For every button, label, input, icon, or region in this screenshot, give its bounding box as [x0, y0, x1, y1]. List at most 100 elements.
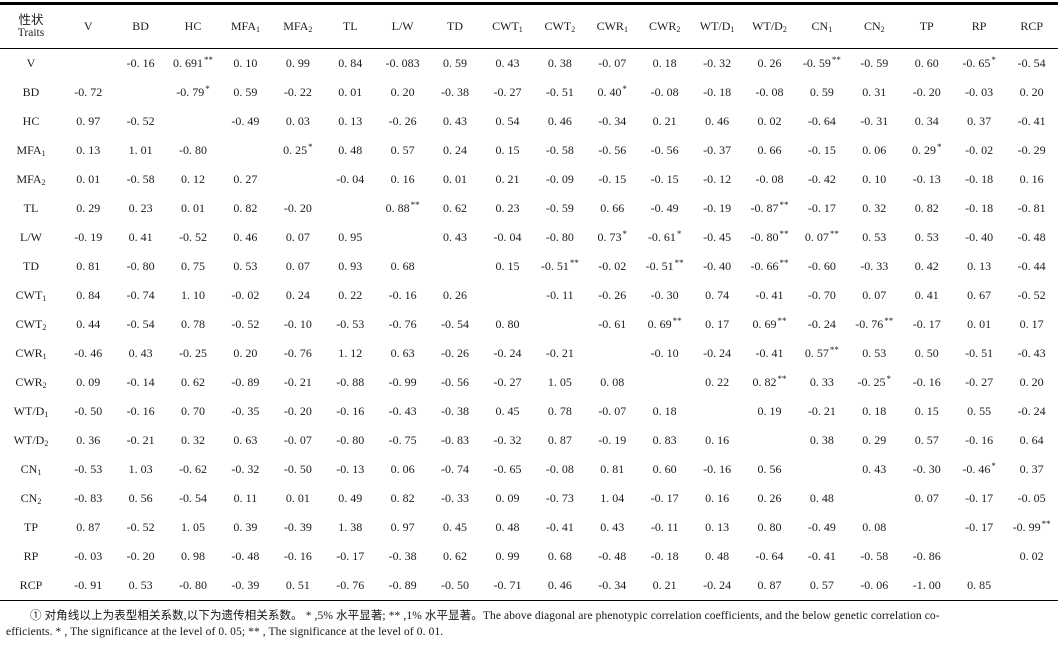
cell-wt-d-2-v: 0. 36	[76, 432, 101, 447]
cell-wt-d-2-wt-d-2	[743, 426, 795, 455]
cell-mfa-2-cwr-2: -0. 15	[650, 171, 679, 186]
correlation-table: 性状 Traits V BD HC MFA1 MFA2 TL L/W TD CWT1 CWT2 CW…	[0, 12, 1058, 601]
cell-cn-2-rcp: -0. 05	[1017, 490, 1046, 505]
cell-rp-td: 0. 62	[443, 548, 468, 563]
cell-rp-wt-d-2: -0. 64	[755, 548, 784, 563]
cell-cwr-2-td: -0. 56	[441, 374, 470, 389]
cell-cwt-2-cwt-1: 0. 80	[495, 316, 520, 331]
cell-v-rp: -0. 65*	[962, 54, 996, 70]
cell-tp-cwt-2: -0. 41	[545, 519, 574, 534]
cell-rcp-wt-d-1: -0. 24	[703, 577, 732, 592]
cell-mfa-2-cwt-2: -0. 09	[545, 171, 574, 186]
cell-tl-v: 0. 29	[76, 200, 101, 215]
cell-td-cn-2: -0. 33	[860, 258, 889, 273]
cell-wt-d-2-rcp: 0. 64	[1019, 432, 1044, 447]
cell-v-mfa-1: 0. 10	[233, 55, 258, 70]
cell-l-w-rcp: -0. 48	[1017, 229, 1046, 244]
cell-tp-rcp: -0. 99**	[1012, 518, 1051, 534]
row-label-v: V	[26, 55, 36, 70]
cell-bd-wt-d-1: -0. 18	[703, 84, 732, 99]
cell-cwr-1-l-w: 0. 63	[390, 345, 415, 360]
table-row-bd: BD -0. 72 -0. 79* 0. 59 -0. 22 0. 01 0. 20 -0. …	[0, 78, 1058, 107]
table-row-cn-1: CN1 -0. 53 1. 03 -0. 62 -0. 32 -0. 50 -0. 13 0.…	[0, 455, 1058, 484]
cell-mfa-2-cn-2: 0. 10	[862, 171, 887, 186]
cell-v-cwr-2: 0. 18	[652, 55, 677, 70]
cell-mfa-2-cwr-1: -0. 15	[598, 171, 627, 186]
cell-hc-bd: -0. 52	[126, 113, 155, 128]
cell-mfa-2-hc: 0. 12	[181, 171, 206, 186]
cell-mfa-1-tp: 0. 29*	[911, 141, 942, 157]
row-label-rcp: RCP	[19, 577, 43, 592]
cell-tl-cwt-2: -0. 59	[545, 200, 574, 215]
row-label-wt-d-2: WT/D2	[13, 432, 49, 448]
row-label-cwt-2: CWT2	[15, 316, 47, 332]
cell-rcp-hc: -0. 80	[179, 577, 208, 592]
cell-hc-tl: 0. 13	[338, 113, 363, 128]
table-row-tp: TP 0. 87 -0. 52 1. 05 0. 39 -0. 39 1. 38 0. 97 0…	[0, 513, 1058, 542]
cell-tl-mfa-1: 0. 82	[233, 200, 258, 215]
cell-cn-1-cwr-1: 0. 81	[600, 461, 625, 476]
cell-mfa-1-cwr-2: -0. 56	[650, 142, 679, 157]
cell-l-w-cn-2: 0. 53	[862, 229, 887, 244]
cell-rcp-tp: -1. 00	[912, 577, 941, 592]
cell-tp-cn-2: 0. 08	[862, 519, 887, 534]
cell-mfa-2-tl: -0. 04	[336, 171, 365, 186]
cell-hc-cwr-2: 0. 21	[652, 113, 677, 128]
cell-bd-rcp: 0. 20	[1019, 84, 1044, 99]
cell-wt-d-1-bd: -0. 16	[126, 403, 155, 418]
cell-hc-mfa-2: 0. 03	[285, 113, 310, 128]
column-header-bd: BD	[114, 12, 167, 49]
cell-mfa-2-mfa-2	[272, 165, 324, 194]
cell-cwt-2-cwr-1: -0. 61	[598, 316, 627, 331]
cell-v-wt-d-1: -0. 32	[703, 55, 732, 70]
cell-mfa-1-cwt-1: 0. 15	[495, 142, 520, 157]
cell-mfa-1-rcp: -0. 29	[1017, 142, 1046, 157]
cell-hc-wt-d-2: 0. 02	[757, 113, 782, 128]
cell-tp-tp	[901, 513, 953, 542]
cell-wt-d-1-rcp: -0. 24	[1017, 403, 1046, 418]
cell-rp-mfa-1: -0. 48	[231, 548, 260, 563]
cell-l-w-wt-d-1: -0. 45	[703, 229, 732, 244]
column-header-v: V	[62, 12, 115, 49]
table-row-l-w: L/W -0. 19 0. 41 -0. 52 0. 46 0. 07 0. 95 0. 43…	[0, 223, 1058, 252]
cell-cwr-1-cwt-1: -0. 24	[493, 345, 522, 360]
cell-td-rcp: -0. 44	[1017, 258, 1046, 273]
cell-bd-tl: 0. 01	[338, 84, 363, 99]
cell-tp-td: 0. 45	[443, 519, 468, 534]
column-header-cn-2: CN2	[848, 12, 901, 49]
cell-td-hc: 0. 75	[181, 258, 206, 273]
table-top-rule	[0, 2, 1058, 5]
cell-cwr-1-cn-2: 0. 53	[862, 345, 887, 360]
cell-v-td: 0. 59	[443, 55, 468, 70]
cell-cwr-1-tl: 1. 12	[338, 345, 363, 360]
cell-rcp-cwr-2: 0. 21	[652, 577, 677, 592]
table-row-mfa-2: MFA2 0. 01 -0. 58 0. 12 0. 27 -0. 04 0. 16 0. 0…	[0, 165, 1058, 194]
cell-tl-mfa-2: -0. 20	[283, 200, 312, 215]
cell-cn-1-wt-d-1: -0. 16	[703, 461, 732, 476]
cell-l-w-rp: -0. 40	[965, 229, 994, 244]
cell-rp-l-w: -0. 38	[388, 548, 417, 563]
cell-v-cwt-2: 0. 38	[547, 55, 572, 70]
cell-cwr-2-cn-2: -0. 25*	[857, 373, 892, 389]
cell-hc-v: 0. 97	[76, 113, 101, 128]
cell-wt-d-2-cn-1: 0. 38	[809, 432, 834, 447]
cell-wt-d-2-cwr-1: -0. 19	[598, 432, 627, 447]
cell-cwr-2-tp: -0. 16	[912, 374, 941, 389]
cell-rp-cn-2: -0. 58	[860, 548, 889, 563]
cell-cn-2-bd: 0. 56	[128, 490, 153, 505]
cell-cwt-1-v: 0. 84	[76, 287, 101, 302]
cell-l-w-bd: 0. 41	[128, 229, 153, 244]
cell-hc-rp: 0. 37	[967, 113, 992, 128]
cell-cn-1-rp: -0. 46*	[962, 460, 996, 476]
cell-l-w-cn-1: 0. 07**	[804, 228, 839, 244]
cell-bd-cwr-1: 0. 40*	[597, 83, 628, 99]
cell-bd-cwr-2: -0. 08	[650, 84, 679, 99]
cell-rcp-tl: -0. 76	[336, 577, 365, 592]
cell-cwt-1-cwr-1: -0. 26	[598, 287, 627, 302]
cell-rcp-mfa-1: -0. 39	[231, 577, 260, 592]
cell-cwr-2-cwt-1: -0. 27	[493, 374, 522, 389]
table-row-v: V -0. 16 0. 691** 0. 10 0. 99 0. 84 -0. 083 0. …	[0, 48, 1058, 78]
cell-rcp-l-w: -0. 89	[388, 577, 417, 592]
cell-cwt-2-cn-1: -0. 24	[807, 316, 836, 331]
cell-tp-mfa-2: -0. 39	[283, 519, 312, 534]
